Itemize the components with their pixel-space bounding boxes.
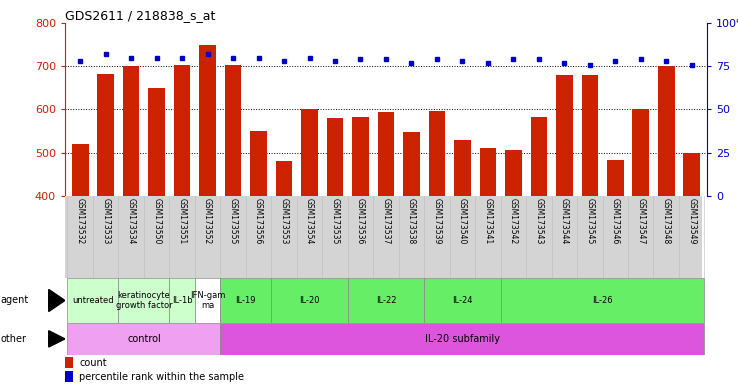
Text: count: count [79,358,107,368]
Bar [480,148,496,196]
Bar [272,278,348,323]
Bar [607,160,624,196]
Bar [221,278,272,323]
Bar [556,75,573,196]
Text: GSM173556: GSM173556 [254,198,263,245]
Text: GSM173538: GSM173538 [407,198,416,245]
Bar [67,278,118,323]
Text: GSM173532: GSM173532 [76,198,85,245]
Text: GSM173535: GSM173535 [331,198,339,245]
Bar [301,109,318,196]
Text: GSM173550: GSM173550 [152,198,161,245]
Text: GSM173540: GSM173540 [458,198,467,245]
Bar [348,278,424,323]
Bar [500,278,705,323]
Bar [72,144,89,196]
Text: GSM173539: GSM173539 [432,198,441,245]
Text: percentile rank within the sample: percentile rank within the sample [79,372,244,382]
Text: GSM173549: GSM173549 [687,198,696,245]
Text: IL-20: IL-20 [300,296,320,305]
Bar [118,278,170,323]
Bar [424,278,500,323]
Text: GSM173551: GSM173551 [178,198,187,245]
Text: GSM173541: GSM173541 [483,198,492,245]
Text: IL-26: IL-26 [592,296,613,305]
Bar [582,75,598,196]
Polygon shape [49,290,65,311]
Text: GSM173545: GSM173545 [585,198,594,245]
Text: GSM173552: GSM173552 [203,198,212,245]
Bar [250,131,267,196]
Text: GSM173537: GSM173537 [382,198,390,245]
Bar [65,371,72,382]
Text: GSM173534: GSM173534 [127,198,136,245]
Bar [632,109,649,196]
Bar [378,112,394,196]
Text: IFN-gam
ma: IFN-gam ma [190,291,225,310]
Text: untreated: untreated [72,296,114,305]
Text: IL-19: IL-19 [235,296,256,305]
Text: agent: agent [1,295,29,306]
Bar [199,45,216,196]
Bar [505,150,522,196]
Polygon shape [49,331,65,347]
Text: control: control [127,334,161,344]
Bar [174,65,190,196]
Bar [65,357,72,368]
Bar [403,132,420,196]
Text: GSM173553: GSM173553 [280,198,289,245]
Bar [454,140,471,196]
Bar [225,65,241,196]
Bar [429,111,445,196]
Bar [276,161,292,196]
Text: GSM173547: GSM173547 [636,198,645,245]
Text: GDS2611 / 218838_s_at: GDS2611 / 218838_s_at [65,9,215,22]
Bar [531,117,547,196]
Text: IL-20 subfamily: IL-20 subfamily [425,334,500,344]
Text: GSM173546: GSM173546 [611,198,620,245]
Text: GSM173536: GSM173536 [356,198,365,245]
Bar [221,323,705,355]
Bar [195,278,221,323]
Text: IL-1b: IL-1b [172,296,193,305]
Text: GSM173533: GSM173533 [101,198,110,245]
Text: keratinocyte
growth factor: keratinocyte growth factor [116,291,172,310]
Bar [148,88,165,196]
Bar [123,66,139,196]
Text: IL-22: IL-22 [376,296,396,305]
Bar [658,66,675,196]
Text: GSM173542: GSM173542 [509,198,518,245]
Bar [327,118,343,196]
Bar [352,117,369,196]
Bar [170,278,195,323]
Text: GSM173543: GSM173543 [534,198,543,245]
Text: IL-24: IL-24 [452,296,472,305]
Text: GSM173548: GSM173548 [662,198,671,245]
Text: other: other [1,334,27,344]
Bar [97,74,114,196]
Text: GSM173555: GSM173555 [229,198,238,245]
Text: GSM173554: GSM173554 [305,198,314,245]
Text: GSM173544: GSM173544 [560,198,569,245]
Bar [67,323,221,355]
Bar [683,153,700,196]
